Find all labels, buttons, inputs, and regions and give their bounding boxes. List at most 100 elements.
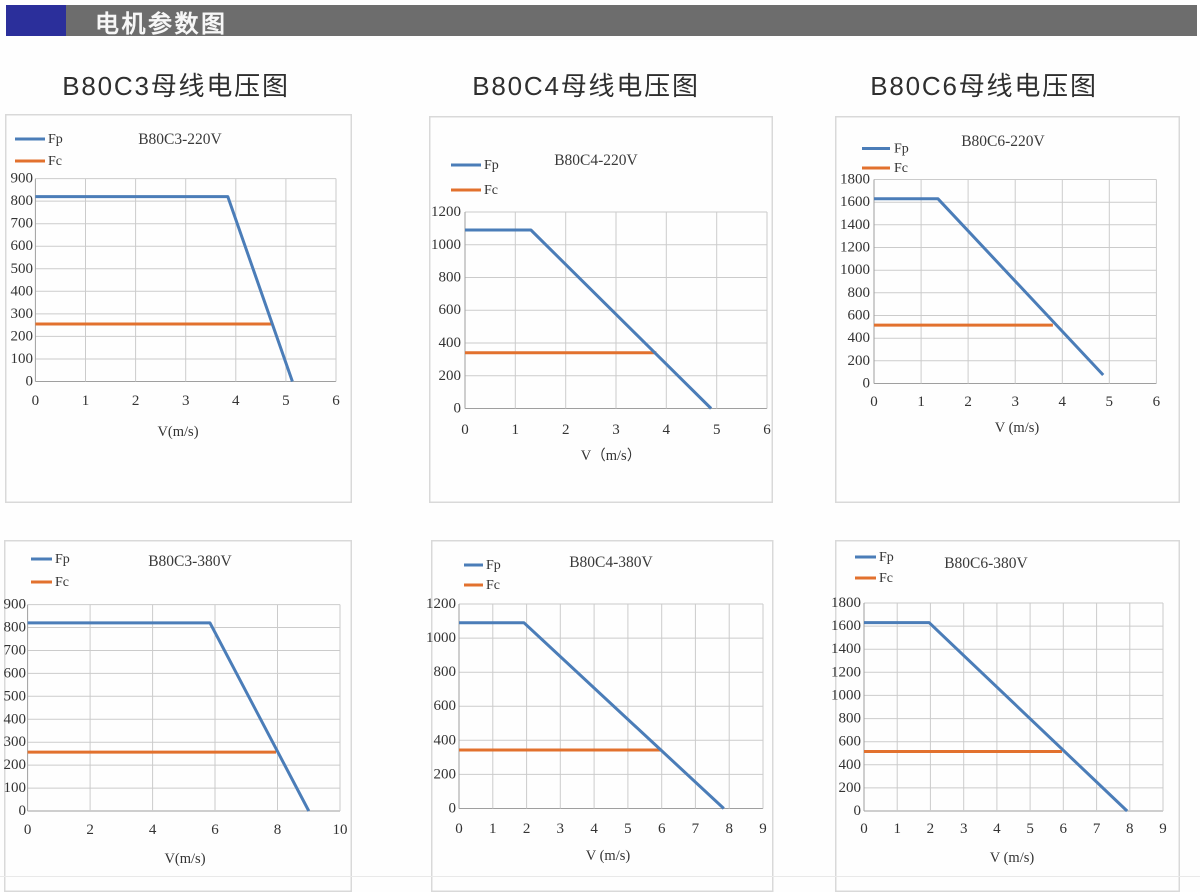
svg-text:1600: 1600 <box>831 618 861 634</box>
svg-text:1200: 1200 <box>431 204 461 220</box>
svg-text:4: 4 <box>149 822 157 838</box>
svg-text:1000: 1000 <box>426 630 456 646</box>
svg-text:0: 0 <box>870 394 878 410</box>
svg-text:1: 1 <box>512 422 520 438</box>
svg-text:9: 9 <box>1159 821 1167 837</box>
svg-text:1800: 1800 <box>840 172 870 188</box>
svg-text:6: 6 <box>1060 821 1068 837</box>
svg-text:Fc: Fc <box>894 161 908 176</box>
svg-text:0: 0 <box>26 374 34 390</box>
svg-text:V (m/s): V (m/s) <box>995 420 1040 436</box>
svg-text:0: 0 <box>461 422 469 438</box>
svg-text:2: 2 <box>523 821 531 837</box>
svg-text:Fp: Fp <box>48 132 63 147</box>
svg-text:5: 5 <box>624 821 632 837</box>
svg-text:0: 0 <box>455 821 463 837</box>
svg-text:8: 8 <box>274 822 282 838</box>
svg-text:200: 200 <box>11 328 34 344</box>
svg-text:2: 2 <box>562 422 570 438</box>
svg-text:400: 400 <box>434 732 457 748</box>
svg-text:1200: 1200 <box>831 664 861 680</box>
svg-text:8: 8 <box>725 821 733 837</box>
svg-text:V(m/s): V(m/s) <box>164 851 205 867</box>
svg-text:1400: 1400 <box>831 641 861 657</box>
svg-text:6: 6 <box>332 393 340 409</box>
svg-text:1600: 1600 <box>840 194 870 210</box>
svg-text:500: 500 <box>4 688 27 704</box>
svg-text:0: 0 <box>863 376 871 392</box>
svg-text:5: 5 <box>1026 821 1034 837</box>
svg-text:300: 300 <box>4 734 27 750</box>
svg-text:Fp: Fp <box>484 158 499 173</box>
svg-text:700: 700 <box>11 216 34 232</box>
svg-text:Fp: Fp <box>894 142 909 157</box>
svg-text:600: 600 <box>839 734 862 750</box>
svg-text:Fp: Fp <box>879 550 894 565</box>
svg-text:B80C3-380V: B80C3-380V <box>148 553 232 570</box>
svg-text:200: 200 <box>839 780 862 796</box>
svg-text:4: 4 <box>590 821 598 837</box>
svg-text:200: 200 <box>848 353 871 369</box>
svg-text:1: 1 <box>893 821 901 837</box>
svg-text:0: 0 <box>454 401 462 417</box>
svg-text:B80C4-220V: B80C4-220V <box>554 152 638 169</box>
svg-text:B80C6-220V: B80C6-220V <box>961 133 1045 150</box>
svg-text:0: 0 <box>32 393 40 409</box>
svg-text:3: 3 <box>1011 394 1019 410</box>
svg-text:0: 0 <box>449 801 457 817</box>
svg-text:Fc: Fc <box>48 154 62 169</box>
svg-text:Fc: Fc <box>879 571 893 586</box>
svg-text:800: 800 <box>434 664 457 680</box>
svg-text:1: 1 <box>489 821 497 837</box>
svg-text:Fp: Fp <box>55 552 70 567</box>
svg-text:Fc: Fc <box>486 578 500 593</box>
svg-text:9: 9 <box>759 821 767 837</box>
svg-text:4: 4 <box>993 821 1001 837</box>
svg-text:800: 800 <box>11 193 34 209</box>
svg-text:400: 400 <box>4 711 27 727</box>
svg-text:B80C4-380V: B80C4-380V <box>569 554 653 571</box>
svg-text:10: 10 <box>333 822 348 838</box>
svg-text:900: 900 <box>11 171 34 187</box>
svg-text:1800: 1800 <box>831 595 861 611</box>
svg-text:800: 800 <box>439 270 462 286</box>
svg-text:400: 400 <box>848 330 871 346</box>
svg-text:600: 600 <box>11 238 34 254</box>
svg-text:400: 400 <box>11 283 34 299</box>
svg-text:300: 300 <box>11 306 34 322</box>
svg-text:1000: 1000 <box>840 262 870 278</box>
svg-text:3: 3 <box>182 393 190 409</box>
svg-text:5: 5 <box>282 393 290 409</box>
svg-text:1000: 1000 <box>431 237 461 253</box>
svg-text:3: 3 <box>557 821 565 837</box>
svg-text:2: 2 <box>927 821 935 837</box>
svg-text:900: 900 <box>4 597 27 613</box>
svg-text:200: 200 <box>434 766 457 782</box>
svg-text:V（m/s）: V（m/s） <box>581 447 641 464</box>
svg-text:400: 400 <box>439 335 462 351</box>
svg-text:600: 600 <box>4 665 27 681</box>
svg-text:5: 5 <box>1106 394 1114 410</box>
svg-text:1400: 1400 <box>840 217 870 233</box>
svg-text:V (m/s): V (m/s) <box>990 850 1035 866</box>
svg-text:1: 1 <box>917 394 925 410</box>
svg-text:6: 6 <box>1153 394 1161 410</box>
svg-text:6: 6 <box>211 822 219 838</box>
svg-text:600: 600 <box>439 302 462 318</box>
svg-text:3: 3 <box>960 821 968 837</box>
svg-text:100: 100 <box>11 351 34 367</box>
svg-text:B80C3-220V: B80C3-220V <box>138 131 222 148</box>
svg-text:4: 4 <box>663 422 671 438</box>
svg-text:0: 0 <box>860 821 868 837</box>
svg-text:6: 6 <box>658 821 666 837</box>
svg-text:V(m/s): V(m/s) <box>157 424 198 440</box>
svg-text:0: 0 <box>19 803 27 819</box>
svg-text:200: 200 <box>439 368 462 384</box>
svg-text:1000: 1000 <box>831 687 861 703</box>
svg-text:400: 400 <box>839 757 862 773</box>
svg-text:8: 8 <box>1126 821 1134 837</box>
svg-text:800: 800 <box>848 285 871 301</box>
svg-text:600: 600 <box>848 308 871 324</box>
svg-text:2: 2 <box>132 393 140 409</box>
svg-text:800: 800 <box>4 620 27 636</box>
